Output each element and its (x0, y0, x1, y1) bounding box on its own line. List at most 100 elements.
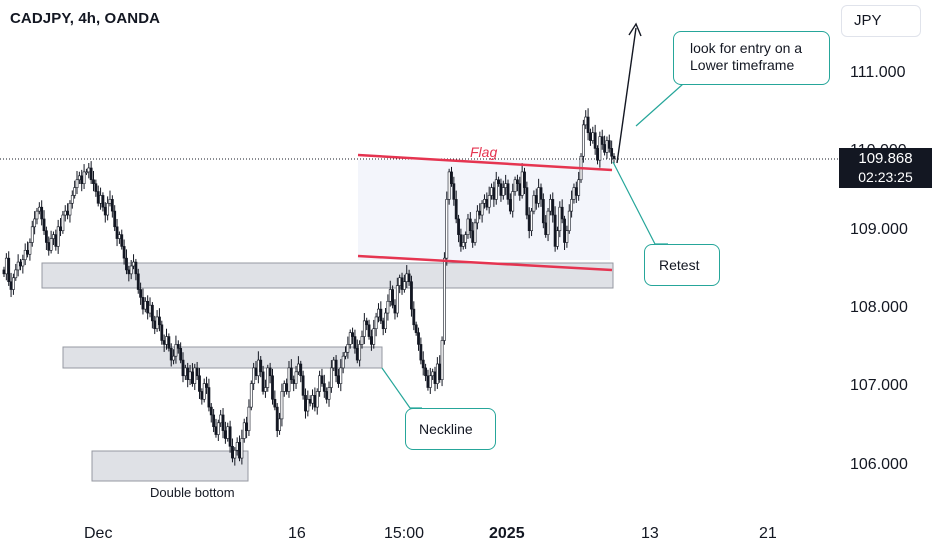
candle-down (245, 422, 248, 431)
candle-up (256, 359, 260, 377)
candle-down (289, 367, 293, 380)
candle-up (148, 304, 152, 314)
entry-callout: look for entry on a Lower timeframe (673, 31, 830, 85)
candle-down (268, 367, 272, 377)
candle-up (605, 140, 609, 153)
candle-up (294, 371, 298, 384)
candle-down (181, 359, 185, 377)
candle-down (205, 383, 208, 388)
candle-down (66, 210, 69, 216)
candle-down (59, 226, 62, 232)
candle-down (355, 348, 359, 361)
candle-down (454, 199, 458, 220)
neckline-callout-pointer (381, 367, 422, 409)
candle-up (85, 171, 88, 174)
arrow-head-icon (628, 22, 642, 37)
candle-down (212, 414, 216, 428)
candle-up (388, 289, 392, 302)
candle-up (570, 199, 574, 212)
candle-down (146, 300, 150, 314)
candle-down (478, 210, 482, 216)
candle-up (297, 363, 300, 373)
x-tick: 16 (288, 525, 306, 542)
entry-callout-line2: Lower timeframe (690, 57, 795, 73)
candle-up (315, 391, 319, 408)
candle-up (435, 363, 439, 384)
candle-up (75, 179, 79, 188)
candle-up (405, 273, 409, 282)
candle-down (136, 273, 140, 290)
candle-down (89, 167, 93, 181)
candle-down (139, 289, 143, 298)
candle-up (14, 269, 18, 279)
candle-up (235, 442, 239, 451)
candle-up (384, 312, 387, 330)
candle-down (419, 344, 423, 361)
candle-up (483, 199, 486, 204)
candle-down (127, 269, 131, 275)
neckline-callout: Neckline (405, 408, 496, 450)
candle-up (520, 171, 524, 196)
candle-down (612, 155, 616, 159)
candle-up (249, 383, 253, 408)
candle-up (537, 187, 541, 204)
candle-up (132, 261, 135, 267)
candle-up (247, 406, 251, 431)
candle-down (506, 183, 510, 200)
candle-up (82, 171, 86, 184)
candle-up (118, 234, 121, 239)
candle-up (584, 116, 588, 126)
candle-up (445, 199, 449, 259)
candle-down (195, 367, 199, 377)
candle-up (464, 234, 468, 243)
candle-down (176, 344, 180, 349)
candle-down (120, 234, 124, 247)
candle-up (282, 383, 286, 392)
candle-up (501, 187, 505, 196)
candle-up (63, 210, 67, 216)
candle-down (379, 308, 383, 322)
candle-down (141, 297, 145, 310)
candle-up (242, 422, 246, 439)
candle-down (301, 375, 305, 396)
candle-down (101, 195, 105, 208)
candle-down (254, 367, 258, 377)
candle-up (266, 367, 270, 388)
candle-down (292, 379, 296, 384)
candle-up (4, 257, 8, 275)
x-tick: 21 (759, 525, 777, 542)
candle-down (110, 199, 114, 212)
candle-up (68, 202, 72, 216)
candle-down (497, 179, 500, 184)
candle-down (560, 206, 564, 220)
retest-callout-pointer (612, 161, 668, 245)
candle-down (207, 387, 211, 408)
currency-selector[interactable]: JPY (841, 5, 921, 37)
candle-up (280, 391, 284, 420)
candle-up (546, 210, 550, 235)
candle-up (480, 202, 484, 216)
candle-up (188, 371, 192, 380)
candle-up (591, 132, 595, 141)
candle-up (165, 336, 168, 345)
x-tick: 13 (641, 525, 659, 542)
candle-down (223, 430, 227, 439)
candle-down (113, 210, 117, 228)
candle-up (572, 187, 576, 200)
candle-down (160, 324, 164, 341)
candle-down (221, 414, 225, 431)
candle-down (261, 371, 265, 392)
candle-down (407, 273, 411, 282)
candle-up (372, 328, 376, 345)
candle-down (610, 148, 614, 157)
candle-up (581, 124, 585, 157)
candle-down (191, 371, 194, 384)
candle-up (530, 210, 533, 232)
y-axis: 111.000 110.000 109.000 108.000 107.000 … (850, 64, 908, 473)
candle-down (400, 277, 404, 290)
candle-down (320, 375, 324, 384)
candle-down (534, 195, 538, 204)
candle-down (285, 383, 289, 392)
candle-down (214, 426, 218, 435)
